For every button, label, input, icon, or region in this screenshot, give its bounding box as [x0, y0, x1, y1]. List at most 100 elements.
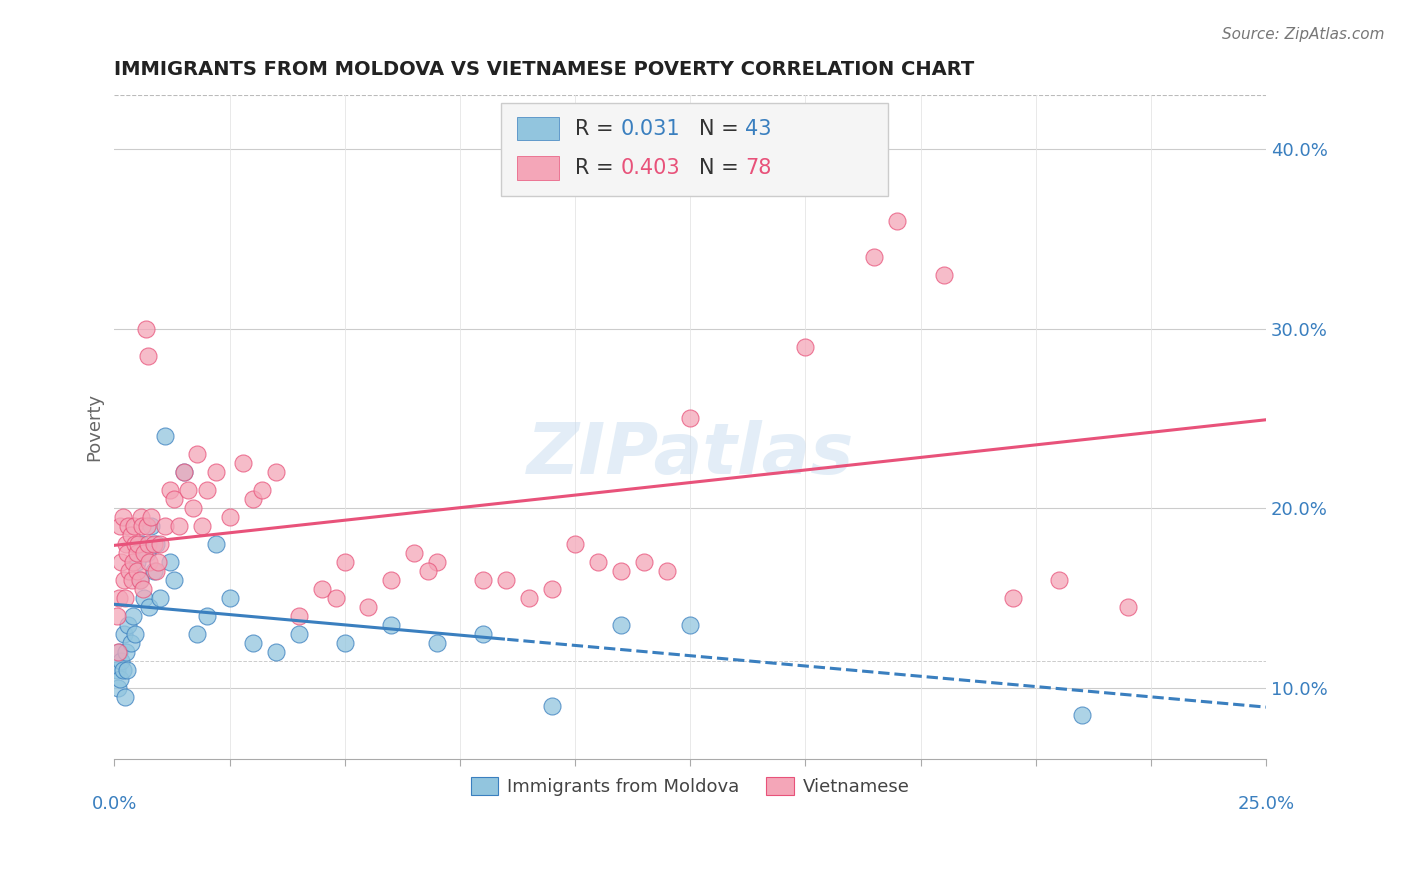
Point — [105, 608, 128, 623]
Point — [138, 599, 160, 614]
Point — [471, 627, 494, 641]
Point — [128, 573, 150, 587]
Point — [357, 599, 380, 614]
Text: 0.031: 0.031 — [621, 119, 681, 138]
Point — [117, 663, 139, 677]
Text: 43: 43 — [745, 119, 772, 138]
Point — [135, 519, 157, 533]
Point — [127, 546, 149, 560]
Point — [141, 519, 163, 533]
Point — [122, 519, 145, 533]
Point — [218, 591, 240, 605]
Point — [541, 698, 564, 713]
Point — [118, 564, 141, 578]
Point — [191, 519, 214, 533]
Point — [167, 519, 190, 533]
Point — [325, 591, 347, 605]
Point — [110, 555, 132, 569]
Point — [121, 573, 143, 587]
Point — [145, 537, 167, 551]
Text: ZIPatlas: ZIPatlas — [526, 420, 853, 489]
Point — [181, 501, 204, 516]
Point — [108, 591, 131, 605]
Point — [117, 546, 139, 560]
Point — [218, 510, 240, 524]
Point — [633, 555, 655, 569]
Point — [204, 465, 226, 479]
Point — [135, 546, 157, 560]
Point — [112, 627, 135, 641]
Point — [517, 591, 540, 605]
Point — [586, 555, 609, 569]
Text: R =: R = — [575, 119, 620, 138]
Point — [117, 617, 139, 632]
Point — [136, 349, 159, 363]
Point — [125, 564, 148, 578]
Point — [186, 447, 208, 461]
Point — [163, 492, 186, 507]
Point — [108, 519, 131, 533]
Point — [136, 537, 159, 551]
Point — [173, 465, 195, 479]
Point — [107, 681, 129, 695]
Point — [541, 582, 564, 596]
Point — [138, 555, 160, 569]
Point — [127, 537, 149, 551]
Point — [121, 608, 143, 623]
Point — [232, 456, 254, 470]
Point — [186, 627, 208, 641]
Point — [426, 636, 449, 650]
Point — [333, 636, 356, 650]
Point — [287, 608, 309, 623]
Bar — [517, 117, 560, 140]
Point — [159, 555, 181, 569]
Point — [264, 645, 287, 659]
Point — [242, 492, 264, 507]
Point — [124, 537, 146, 551]
Point — [145, 564, 167, 578]
Point — [1047, 573, 1070, 587]
Point — [120, 528, 142, 542]
Point — [134, 591, 156, 605]
Text: Source: ZipAtlas.com: Source: ZipAtlas.com — [1222, 27, 1385, 42]
Point — [471, 573, 494, 587]
Legend: Immigrants from Moldova, Vietnamese: Immigrants from Moldova, Vietnamese — [464, 770, 917, 804]
Point — [195, 483, 218, 498]
Point — [380, 617, 402, 632]
Point — [142, 537, 165, 551]
Y-axis label: Poverty: Poverty — [86, 393, 103, 461]
Point — [886, 214, 908, 228]
Point — [264, 465, 287, 479]
Point — [932, 268, 955, 282]
Point — [111, 663, 134, 677]
Text: 25.0%: 25.0% — [1237, 796, 1295, 814]
FancyBboxPatch shape — [502, 103, 889, 196]
Point — [149, 591, 172, 605]
Point — [333, 555, 356, 569]
Point — [120, 636, 142, 650]
Point — [495, 573, 517, 587]
Point — [124, 627, 146, 641]
Point — [657, 564, 679, 578]
Text: N =: N = — [699, 158, 745, 178]
Point — [564, 537, 586, 551]
Point — [1070, 707, 1092, 722]
Point — [115, 645, 138, 659]
Text: IMMIGRANTS FROM MOLDOVA VS VIETNAMESE POVERTY CORRELATION CHART: IMMIGRANTS FROM MOLDOVA VS VIETNAMESE PO… — [114, 60, 974, 78]
Point — [679, 617, 702, 632]
Point — [149, 537, 172, 551]
Text: N =: N = — [699, 119, 745, 138]
Point — [111, 510, 134, 524]
Point — [108, 672, 131, 686]
Point — [159, 483, 181, 498]
Point — [153, 429, 176, 443]
Point — [163, 573, 186, 587]
Point — [242, 636, 264, 650]
Point — [105, 663, 128, 677]
Point — [107, 645, 129, 659]
Point — [114, 690, 136, 704]
Point — [108, 645, 131, 659]
Point — [416, 564, 439, 578]
Point — [610, 564, 633, 578]
Point — [115, 537, 138, 551]
